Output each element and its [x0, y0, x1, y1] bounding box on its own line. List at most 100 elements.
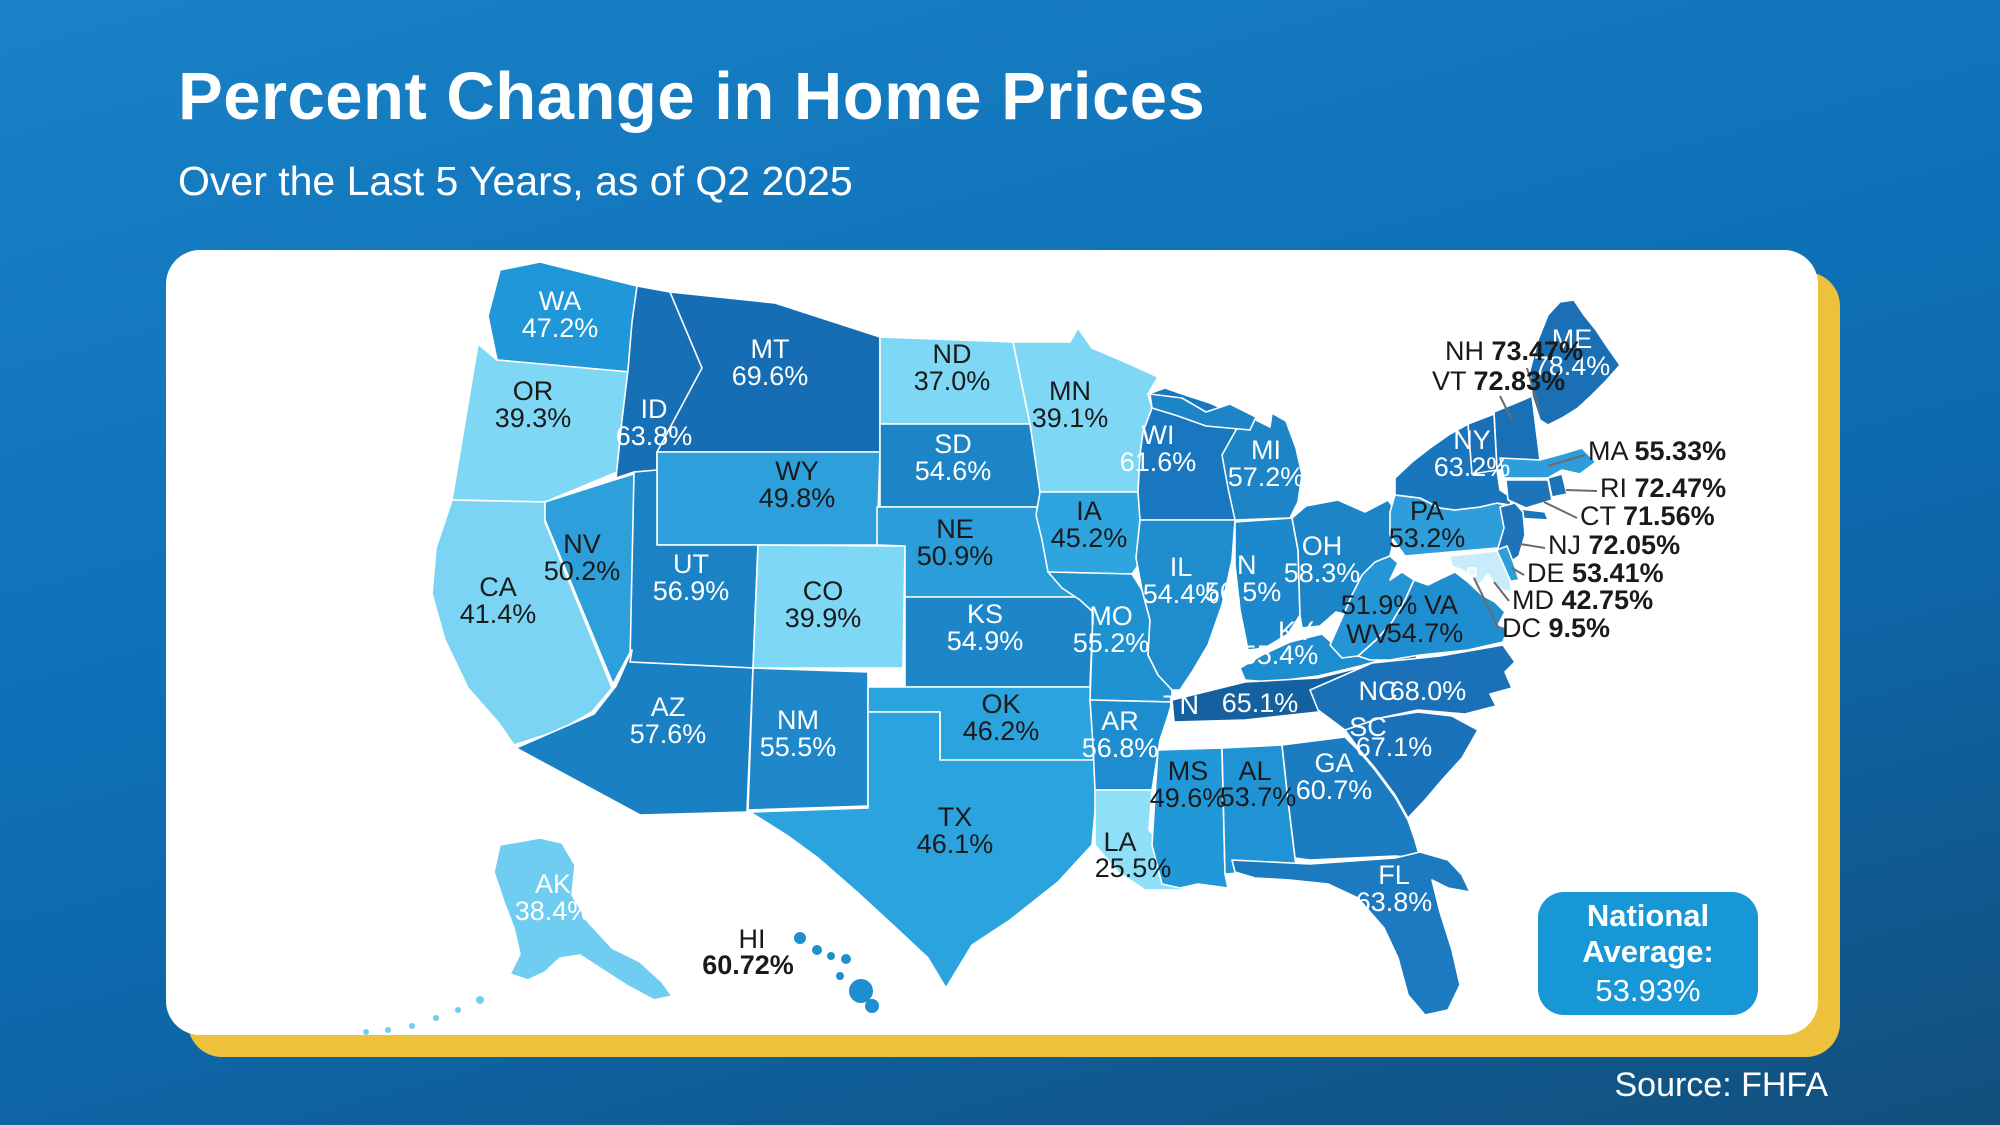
callout-leader-line — [1493, 581, 1510, 602]
state-label-text: HI — [739, 924, 766, 954]
state-label-text: 58.3% — [1284, 558, 1361, 588]
state-label-text: 47.2% — [522, 313, 599, 343]
state-label-text: WI — [1142, 420, 1175, 450]
state-label-text: OK — [981, 689, 1020, 719]
state-labels: WA47.2%OR39.3%CA41.4%NV50.2%ID63.8%MT69.… — [460, 286, 1611, 980]
state-shape-HI — [849, 979, 873, 1003]
callout-text-CT: CT 71.56% — [1580, 501, 1715, 531]
callout-NH: NH 73.47% — [1445, 336, 1583, 413]
state-label-text: UT — [673, 549, 709, 579]
state-shape-AK — [385, 1027, 391, 1033]
state-label-text: 54.4% — [1143, 579, 1220, 609]
state-shape-TX — [749, 711, 1097, 989]
state-label-text: 37.0% — [914, 366, 991, 396]
state-label-text: 55.5% — [760, 732, 837, 762]
state-label-text: VA — [1424, 590, 1458, 620]
state-shape-HI — [865, 999, 879, 1013]
state-label-text: AL — [1238, 756, 1271, 786]
state-shape-CT — [1505, 479, 1553, 509]
state-shape-IL — [1135, 519, 1236, 691]
national-average-value: 53.93% — [1595, 973, 1701, 1009]
state-shape-MD — [1449, 550, 1513, 593]
state-label-text: 60.7% — [1296, 775, 1373, 805]
state-label-text: 49.8% — [759, 483, 836, 513]
state-shapes — [363, 261, 1621, 1035]
state-label-text: MT — [751, 334, 790, 364]
callout-text-RI: RI 72.47% — [1600, 473, 1726, 503]
state-label-text: 55.4% — [1242, 640, 1319, 670]
callout-CT: CT 71.56% — [1543, 501, 1715, 531]
state-label-text: WY — [775, 456, 819, 486]
state-label-text: 54.9% — [947, 626, 1024, 656]
state-shape-AK — [409, 1023, 415, 1029]
callout-text-VT: VT 72.83% — [1432, 366, 1565, 396]
state-label-text: 45.2% — [1051, 523, 1128, 553]
state-label-text: NY — [1453, 425, 1491, 455]
state-label-text: 56.9% — [653, 576, 730, 606]
state-label-text: KY — [1278, 616, 1314, 646]
state-label-text: 41.4% — [460, 599, 537, 629]
state-shape-HI — [841, 954, 851, 964]
callout-leader-line — [1526, 367, 1541, 413]
state-label-text: 60.72% — [702, 950, 794, 980]
state-label-text: 56.8% — [1082, 733, 1159, 763]
callout-leader-line — [1565, 489, 1598, 492]
state-label-text: 61.6% — [1120, 447, 1197, 477]
state-label-text: FL — [1378, 860, 1410, 890]
state-label-text: 51.9% — [1341, 590, 1418, 620]
state-shape-SC — [1344, 711, 1479, 819]
callout-leader-line — [1543, 501, 1578, 519]
state-label-text: 63.8% — [616, 421, 693, 451]
state-label-text: 69.6% — [732, 361, 809, 391]
state-label-text: OH — [1302, 531, 1343, 561]
national-average-badge: National Average: 53.93% — [1538, 892, 1758, 1015]
page-title: Percent Change in Home Prices — [178, 59, 1206, 134]
state-label-TN: TN 65.1% — [1163, 688, 1298, 720]
state-label-text: SC — [1349, 712, 1387, 742]
state-label-text: LA — [1103, 827, 1136, 857]
state-shape-GA — [1281, 736, 1421, 861]
state-label-text: 46.1% — [917, 829, 994, 859]
state-label-text: 67.1% — [1356, 732, 1433, 762]
state-shape-MA — [1499, 447, 1597, 479]
state-label-text: TX — [938, 802, 973, 832]
callout-MA: MA 55.33% — [1547, 436, 1726, 467]
state-shape-HI — [812, 945, 822, 955]
callout-NJ: NJ 72.05% — [1519, 530, 1680, 560]
callout-labels: NH 73.47%VT 72.83% MA 55.33% RI 72.47%CT 7… — [1432, 336, 1726, 643]
callout-leader-line — [1511, 567, 1525, 576]
callout-text-NH: NH 73.47% — [1445, 336, 1583, 366]
state-label-text: AR — [1101, 706, 1139, 736]
state-label-text: PA — [1410, 496, 1444, 526]
callout-leader-line — [1519, 543, 1546, 549]
source-attribution: Source: FHFA — [1614, 1066, 1828, 1104]
state-shape-NC — [1309, 644, 1516, 731]
callout-MD: MD 42.75% — [1493, 581, 1653, 615]
